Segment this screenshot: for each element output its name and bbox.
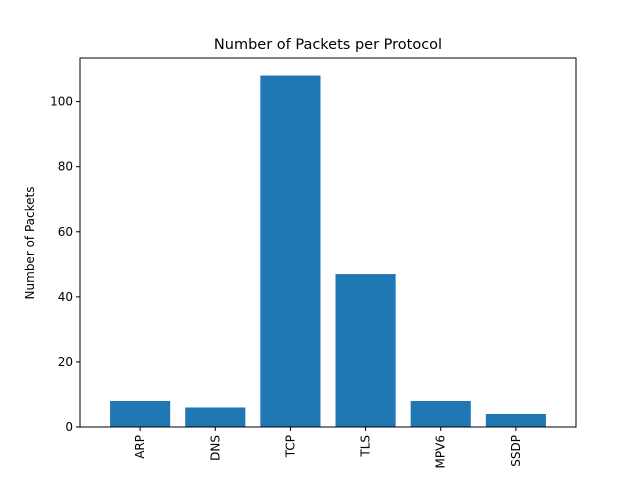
y-tick-label: 0 [65,420,73,434]
y-tick-label: 60 [58,225,73,239]
bar-ssdp [485,413,546,427]
y-tick-label: 100 [50,95,73,109]
bar-dns [185,407,246,427]
bar-mpv6 [410,400,471,427]
y-axis-label: Number of Packets [23,187,37,300]
x-tick-label: DNS [208,435,222,461]
y-tick-label: 80 [58,160,73,174]
x-tick-label: MPV6 [434,435,448,468]
y-tick-label: 40 [58,290,73,304]
plot-area-frame [79,57,577,428]
chart-title: Number of Packets per Protocol [214,37,442,53]
x-tick-label: ARP [133,435,147,459]
x-axis-ticks: ARP DNS TCP TLS MPV6 SSDP [133,427,523,468]
y-tick-label: 20 [58,355,73,369]
bar-tcp [260,75,321,428]
x-tick-label: TLS [359,435,373,458]
bars-group [110,75,546,428]
x-tick-label: TCP [283,435,297,458]
y-axis-ticks: 0 20 40 60 80 100 [50,95,80,434]
x-tick-label: SSDP [509,435,523,467]
bar-arp [110,400,171,427]
bar-tls [335,274,396,427]
